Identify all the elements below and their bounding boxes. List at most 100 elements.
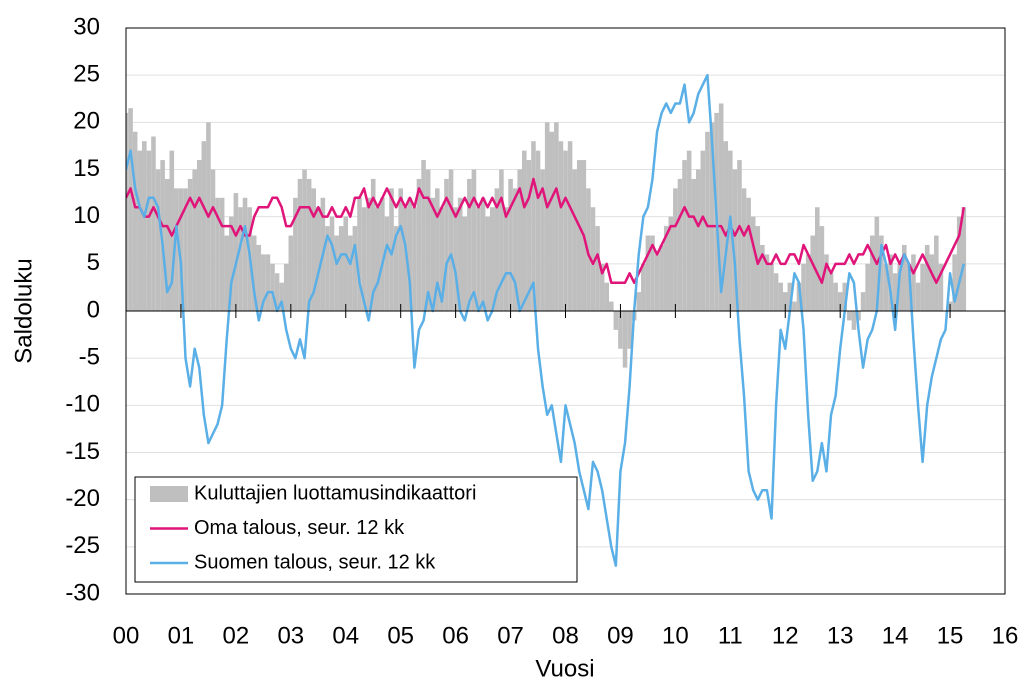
bar bbox=[251, 235, 257, 311]
bar bbox=[467, 178, 472, 311]
bar bbox=[961, 207, 967, 311]
bar bbox=[787, 282, 793, 311]
bar bbox=[915, 282, 921, 311]
bar bbox=[132, 131, 138, 311]
bar bbox=[283, 263, 289, 311]
bar bbox=[503, 207, 509, 311]
x-tick-label: 16 bbox=[992, 622, 1019, 649]
bar bbox=[828, 273, 834, 311]
bar bbox=[540, 169, 545, 311]
bar bbox=[169, 150, 175, 311]
bar bbox=[595, 226, 600, 311]
bar bbox=[627, 311, 632, 349]
y-tick-label: -30 bbox=[65, 579, 100, 606]
bar bbox=[164, 178, 170, 311]
x-tick-label: 07 bbox=[497, 622, 524, 649]
bar bbox=[448, 169, 454, 311]
bar bbox=[480, 197, 486, 311]
y-tick-label: -20 bbox=[65, 485, 100, 512]
bar bbox=[782, 292, 788, 311]
bar bbox=[837, 292, 843, 311]
bar bbox=[393, 226, 399, 311]
y-tick-label: -10 bbox=[65, 391, 100, 418]
bar bbox=[329, 216, 335, 311]
bar bbox=[659, 244, 664, 311]
bar bbox=[906, 263, 912, 311]
bar bbox=[334, 235, 339, 311]
bar bbox=[883, 263, 889, 311]
bar bbox=[215, 197, 220, 311]
bar bbox=[380, 197, 385, 311]
bar bbox=[879, 235, 884, 311]
bar bbox=[705, 131, 710, 311]
bar bbox=[764, 254, 770, 311]
bar bbox=[801, 263, 806, 311]
bar bbox=[755, 226, 761, 311]
bar bbox=[709, 122, 715, 311]
bar bbox=[728, 150, 733, 311]
bar bbox=[306, 178, 312, 311]
bar bbox=[819, 226, 825, 311]
bar bbox=[769, 263, 774, 311]
bar bbox=[750, 216, 756, 311]
bar bbox=[842, 282, 848, 311]
bar bbox=[641, 263, 646, 311]
bar bbox=[412, 207, 417, 311]
bar bbox=[270, 263, 275, 311]
bar bbox=[531, 141, 536, 311]
x-tick-label: 02 bbox=[223, 622, 250, 649]
bar bbox=[146, 150, 152, 311]
x-tick-label: 15 bbox=[937, 622, 964, 649]
bar bbox=[233, 193, 239, 311]
bar bbox=[778, 282, 783, 311]
y-tick-label: 15 bbox=[73, 155, 100, 182]
bar bbox=[137, 150, 143, 311]
bar bbox=[645, 235, 651, 311]
bar bbox=[142, 141, 147, 311]
bar bbox=[444, 178, 449, 311]
bar bbox=[654, 254, 660, 311]
bar bbox=[677, 178, 683, 311]
legend-label: Kuluttajien luottamusindikaattori bbox=[194, 482, 476, 504]
bar bbox=[920, 263, 925, 311]
bar bbox=[952, 254, 957, 311]
bar bbox=[151, 136, 156, 311]
bar bbox=[517, 169, 523, 311]
bar bbox=[261, 254, 266, 311]
x-tick-label: 06 bbox=[442, 622, 469, 649]
bar bbox=[229, 216, 234, 311]
bar bbox=[224, 235, 230, 311]
x-tick-label: 01 bbox=[168, 622, 195, 649]
bar bbox=[265, 254, 271, 311]
bar bbox=[425, 169, 431, 311]
bar bbox=[732, 169, 738, 311]
bar bbox=[348, 235, 353, 311]
bar bbox=[402, 207, 408, 311]
bar bbox=[911, 254, 916, 311]
bar bbox=[810, 235, 816, 311]
bar bbox=[636, 292, 642, 311]
y-axis-label: Saldoluku bbox=[10, 258, 37, 363]
y-tick-label: 25 bbox=[73, 61, 100, 88]
bar bbox=[462, 216, 468, 311]
bar bbox=[187, 178, 193, 311]
bar bbox=[604, 282, 609, 311]
bar bbox=[416, 178, 422, 311]
bar bbox=[613, 311, 619, 330]
bar bbox=[476, 207, 481, 311]
bar bbox=[865, 263, 870, 311]
y-tick-label: -25 bbox=[65, 532, 100, 559]
bar bbox=[489, 207, 495, 311]
bar bbox=[608, 301, 614, 311]
bar bbox=[544, 122, 550, 311]
x-tick-label: 11 bbox=[718, 622, 743, 649]
bar bbox=[622, 311, 628, 368]
bar bbox=[695, 169, 701, 311]
bar bbox=[554, 122, 559, 311]
bar bbox=[815, 207, 820, 311]
y-tick-label: 30 bbox=[73, 13, 100, 40]
bar bbox=[398, 188, 403, 311]
bar bbox=[512, 188, 518, 311]
x-tick-label: 04 bbox=[332, 622, 359, 649]
